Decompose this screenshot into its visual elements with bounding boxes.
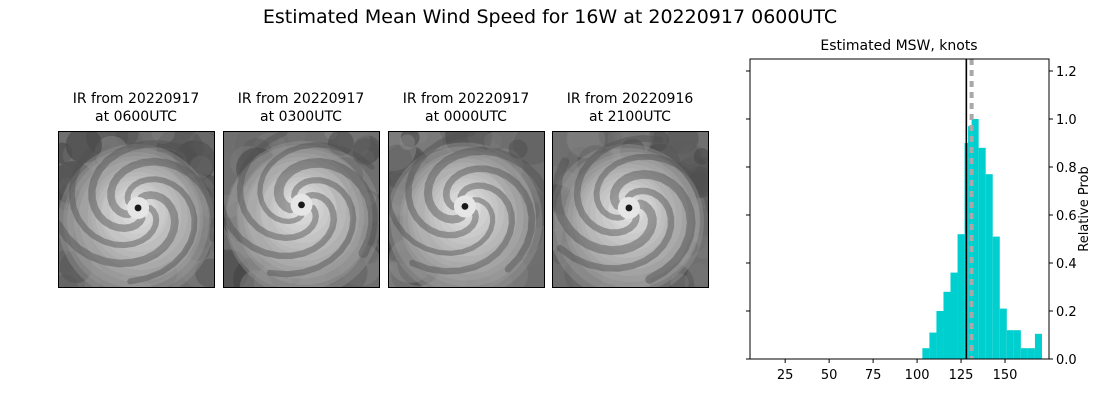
figure-title: Estimated Mean Wind Speed for 16W at 202… <box>262 6 838 28</box>
x-tick-label: 125 <box>949 368 974 383</box>
ir-image-3 <box>389 132 544 287</box>
ir-panel-4-title: IR from 20220916 at 2100UTC <box>545 90 715 126</box>
ir-panel-2-title-line1: IR from 20220917 <box>237 91 365 107</box>
ir-panel-4-title-line2: at 2100UTC <box>589 109 671 125</box>
ir-panel-2-title: IR from 20220917 at 0300UTC <box>216 90 386 126</box>
x-tick-label: 150 <box>993 368 1018 383</box>
ir-image-panel-4 <box>552 131 709 288</box>
y-tick-label: 0.0 <box>1056 353 1077 368</box>
y-axis-ticks: 0.0 0.2 0.4 0.6 0.8 1.0 1.2 <box>746 65 1077 368</box>
ir-image-panel-2 <box>223 131 380 288</box>
ir-image-4 <box>553 132 708 287</box>
ir-panel-3-title-line2: at 0000UTC <box>425 109 507 125</box>
ir-panel-1-title-line1: IR from 20220917 <box>72 91 200 107</box>
storm-eye <box>134 204 142 212</box>
storm-eye <box>461 203 469 210</box>
y-axis-label: Relative Prob <box>1077 166 1092 251</box>
storm-eye <box>298 201 305 209</box>
histogram-reference-lines <box>965 59 974 359</box>
y-tick-label: 0.2 <box>1056 305 1077 320</box>
x-tick-label: 25 <box>777 368 794 383</box>
ir-panel-3-title-line1: IR from 20220917 <box>402 91 530 107</box>
histogram-bar <box>985 174 993 359</box>
histogram-bar <box>1006 330 1014 359</box>
y-tick-label: 0.4 <box>1056 257 1077 272</box>
x-tick-label: 100 <box>905 368 930 383</box>
histogram-bar <box>978 147 986 359</box>
histogram-frame <box>749 58 1050 360</box>
ir-panel-1-title: IR from 20220917 at 0600UTC <box>51 90 221 126</box>
histogram-bar <box>943 291 951 359</box>
histogram-bar <box>1013 330 1021 359</box>
histogram-bar <box>1034 333 1042 359</box>
histogram-bar <box>968 126 972 359</box>
ir-image-2 <box>224 132 379 287</box>
y-tick-label: 0.8 <box>1056 161 1077 176</box>
histogram-bar <box>936 311 944 359</box>
histogram-title: Estimated MSW, knots <box>820 38 977 54</box>
ir-image-panel-1 <box>58 131 215 288</box>
y-tick-label: 1.2 <box>1056 65 1077 80</box>
y-tick-label: 1.0 <box>1056 113 1077 128</box>
ir-image-panel-3 <box>388 131 545 288</box>
storm-eye <box>625 204 633 212</box>
histogram-bar <box>1020 348 1028 359</box>
histogram-bar <box>957 234 965 359</box>
x-axis-ticks: 25 50 75 100 125 150 <box>777 359 1018 383</box>
y-tick-label: 0.6 <box>1056 209 1077 224</box>
ir-panel-3-title: IR from 20220917 at 0000UTC <box>381 90 551 126</box>
histogram-bar <box>992 236 1000 359</box>
x-tick-label: 75 <box>865 368 882 383</box>
histogram-bar <box>922 348 930 359</box>
histogram-bars <box>767 119 1042 360</box>
x-tick-label: 50 <box>821 368 838 383</box>
histogram-bar <box>999 308 1007 359</box>
histogram-bar <box>950 272 958 359</box>
msw-histogram: Estimated MSW, knots 25 50 75 100 125 150 0.0… <box>746 38 1092 383</box>
ir-panel-1-title-line2: at 0600UTC <box>95 109 177 125</box>
ir-panel-2-title-line2: at 0300UTC <box>260 109 342 125</box>
histogram-bar <box>1027 348 1035 359</box>
histogram-bar <box>971 119 979 359</box>
ir-image-1 <box>59 132 214 287</box>
ir-panel-4-title-line1: IR from 20220916 <box>566 91 694 107</box>
histogram-bar <box>929 332 937 359</box>
